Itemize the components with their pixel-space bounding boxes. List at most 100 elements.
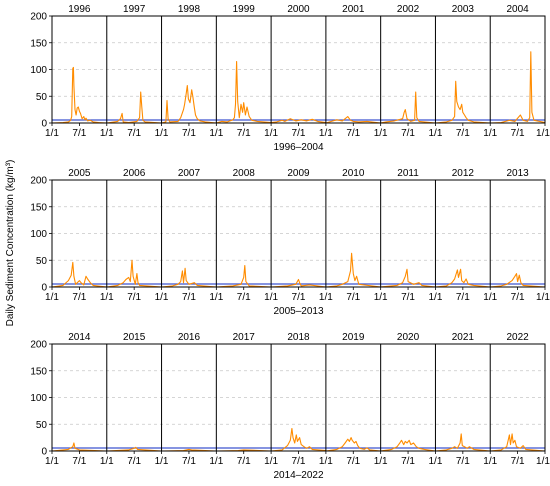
period-label-row3: 2014–2022 <box>273 470 323 481</box>
x-tick-label-end-row2: 1/1 <box>536 292 550 303</box>
x-tick-label-2002-1: 7/1 <box>401 128 415 139</box>
series-line-2018 <box>271 427 326 452</box>
year-label-2003: 2003 <box>452 4 475 15</box>
x-tick-label-2011-0: 1/1 <box>374 292 388 303</box>
x-tick-label-1998-1: 7/1 <box>182 128 196 139</box>
x-tick-label-2020-0: 1/1 <box>374 456 388 467</box>
x-tick-label-2021-1: 7/1 <box>456 456 470 467</box>
y-tick-label-row2-200: 200 <box>30 176 47 187</box>
x-tick-label-2014-1: 7/1 <box>72 456 86 467</box>
x-tick-label-2017-0: 1/1 <box>209 456 223 467</box>
x-tick-label-2013-1: 7/1 <box>511 292 525 303</box>
series-line-2006 <box>106 259 162 288</box>
x-tick-label-2014-0: 1/1 <box>45 456 59 467</box>
x-tick-label-2019-0: 1/1 <box>319 456 333 467</box>
y-tick-label-row2-100: 100 <box>30 229 47 240</box>
y-tick-label-row3-0: 0 <box>41 447 47 458</box>
series-line-2021 <box>435 433 491 452</box>
year-label-2017: 2017 <box>233 332 256 343</box>
x-tick-label-2015-1: 7/1 <box>127 456 141 467</box>
year-label-2010: 2010 <box>342 168 365 179</box>
y-tick-label-row2-150: 150 <box>30 202 47 213</box>
year-label-1999: 1999 <box>233 4 256 15</box>
x-tick-label-2004-1: 7/1 <box>511 128 525 139</box>
period-label-row1: 1996–2004 <box>273 142 323 153</box>
x-tick-label-2016-1: 7/1 <box>182 456 196 467</box>
year-label-1997: 1997 <box>123 4 146 15</box>
x-tick-label-2015-0: 1/1 <box>100 456 114 467</box>
x-tick-label-2007-0: 1/1 <box>155 292 169 303</box>
x-tick-label-2010-0: 1/1 <box>319 292 333 303</box>
x-tick-label-1999-1: 7/1 <box>237 128 251 139</box>
series-line-2015 <box>106 446 162 452</box>
x-tick-label-2022-0: 1/1 <box>483 456 497 467</box>
series-line-2005 <box>51 261 107 288</box>
y-axis-label: Daily Sediment Concentration (kg/m³) <box>5 160 16 327</box>
x-tick-label-2021-0: 1/1 <box>428 456 442 467</box>
year-label-1996: 1996 <box>68 4 91 15</box>
x-tick-label-1999-0: 1/1 <box>209 128 223 139</box>
x-tick-label-2007-1: 7/1 <box>182 292 196 303</box>
series-line-1998 <box>161 85 217 124</box>
x-tick-label-2009-0: 1/1 <box>264 292 278 303</box>
x-tick-label-2000-0: 1/1 <box>264 128 278 139</box>
x-tick-label-2004-0: 1/1 <box>483 128 497 139</box>
year-label-2015: 2015 <box>123 332 146 343</box>
plot-frame-row3 <box>51 343 546 452</box>
plot-frame-row2 <box>51 179 546 288</box>
x-tick-label-2005-1: 7/1 <box>72 292 86 303</box>
x-tick-label-2000-1: 7/1 <box>292 128 306 139</box>
series-line-2002 <box>380 91 436 124</box>
x-tick-label-2008-1: 7/1 <box>237 292 251 303</box>
series-line-2011 <box>380 268 436 288</box>
x-tick-label-2003-0: 1/1 <box>428 128 442 139</box>
year-label-2012: 2012 <box>452 168 475 179</box>
year-label-2020: 2020 <box>397 332 420 343</box>
year-label-2009: 2009 <box>287 168 310 179</box>
y-tick-label-row3-50: 50 <box>36 420 48 431</box>
x-tick-label-1998-0: 1/1 <box>155 128 169 139</box>
year-label-2006: 2006 <box>123 168 146 179</box>
x-tick-label-2003-1: 7/1 <box>456 128 470 139</box>
series-line-2008 <box>216 265 272 288</box>
series-line-2000 <box>271 118 326 124</box>
series-line-1996 <box>51 66 107 124</box>
y-tick-label-row3-150: 150 <box>30 366 47 377</box>
x-tick-label-2020-1: 7/1 <box>401 456 415 467</box>
year-label-2000: 2000 <box>287 4 310 15</box>
y-tick-label-row1-0: 0 <box>41 119 47 130</box>
series-line-2013 <box>490 273 546 288</box>
year-label-2007: 2007 <box>178 168 201 179</box>
x-tick-label-2010-1: 7/1 <box>346 292 360 303</box>
y-tick-label-row1-50: 50 <box>36 92 48 103</box>
series-line-2009 <box>271 278 326 288</box>
series-line-1997 <box>106 91 162 124</box>
series-line-2022 <box>490 433 546 452</box>
x-tick-label-end-row3: 1/1 <box>536 456 550 467</box>
y-tick-label-row2-50: 50 <box>36 256 48 267</box>
series-line-2010 <box>325 252 381 288</box>
x-tick-label-2006-0: 1/1 <box>100 292 114 303</box>
year-label-2002: 2002 <box>397 4 420 15</box>
x-tick-label-2012-1: 7/1 <box>456 292 470 303</box>
series-line-2004 <box>490 51 546 124</box>
x-tick-label-2012-0: 1/1 <box>428 292 442 303</box>
x-tick-label-2008-0: 1/1 <box>209 292 223 303</box>
year-label-2022: 2022 <box>506 332 529 343</box>
year-label-2013: 2013 <box>506 168 529 179</box>
year-label-2016: 2016 <box>178 332 201 343</box>
x-tick-label-end-row1: 1/1 <box>536 128 550 139</box>
series-line-2012 <box>435 268 491 288</box>
series-line-2003 <box>435 80 491 124</box>
year-label-2004: 2004 <box>506 4 529 15</box>
x-tick-label-2013-0: 1/1 <box>483 292 497 303</box>
y-tick-label-row1-150: 150 <box>30 38 47 49</box>
y-tick-label-row3-100: 100 <box>30 393 47 404</box>
x-tick-label-2001-0: 1/1 <box>319 128 333 139</box>
x-tick-label-1996-0: 1/1 <box>45 128 59 139</box>
year-label-2008: 2008 <box>233 168 256 179</box>
plot-frame-row1 <box>51 15 546 124</box>
year-label-2014: 2014 <box>68 332 91 343</box>
